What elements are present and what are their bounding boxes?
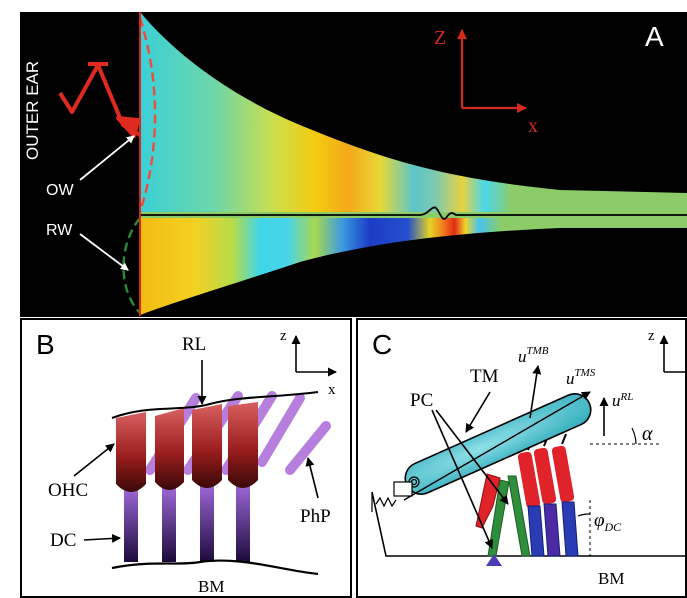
ow-arrow: [79, 135, 135, 181]
upper-chamber: [140, 12, 687, 212]
rw-arrow: [79, 233, 129, 271]
partition-boundary-line: [140, 206, 687, 220]
panel-c-letter: C: [372, 329, 392, 360]
panel-c-floor: [371, 491, 687, 557]
rw-label: RW: [46, 222, 73, 239]
panel-b-axis-x: x: [328, 382, 336, 398]
dc-label: DC: [50, 530, 76, 551]
panel-b-letter: B: [36, 329, 55, 360]
oval-window-dashed: [138, 17, 157, 213]
ohc-label: OHC: [48, 480, 88, 501]
pc-label: PC: [410, 390, 433, 411]
panel-c-hair-cells: [475, 445, 575, 529]
lower-chamber: [140, 218, 687, 315]
basilar-membrane-line: [111, 559, 319, 576]
round-window-dashed: [122, 217, 141, 314]
panel-b-axes: [291, 335, 337, 377]
u-rl-label: uRL: [612, 391, 633, 410]
u-tmb-label: uTMB: [518, 345, 549, 366]
deiters-cells: [124, 486, 250, 562]
panel-c-axis-z: z: [648, 328, 655, 344]
panel-a-letter: A: [645, 21, 664, 52]
phi-arc: [577, 513, 591, 517]
ohc-arrow: [73, 443, 115, 477]
php-label: PhP: [300, 506, 331, 527]
tmb-arrow: [529, 365, 542, 419]
pivot-icon: [486, 554, 502, 566]
outer-hair-cells: [116, 402, 258, 492]
panel-a-axes: [457, 29, 527, 113]
tm-label: TM: [470, 366, 499, 387]
phi-dc-label: φDC: [594, 510, 622, 534]
panel-b: B z x: [20, 318, 352, 598]
panel-b-axis-z: z: [280, 328, 287, 344]
php-arrow: [305, 457, 319, 499]
panel-b-bm-label: BM: [198, 577, 224, 596]
panel-c-deiters-cells: [527, 501, 579, 557]
dc-arrow: [83, 533, 121, 543]
panel-a: OUTER EAR OW RW Z x A: [20, 12, 687, 317]
tms-axis-line: [403, 391, 591, 501]
panel-c: C: [356, 318, 687, 598]
panel-a-axis-x: x: [528, 115, 538, 137]
pc-arrow-1: [431, 409, 493, 549]
reticular-lamina-line: [111, 391, 319, 419]
tm-arrow: [465, 391, 491, 433]
ow-label: OW: [46, 182, 74, 199]
alpha-label: α: [642, 423, 653, 445]
panel-a-axis-z: Z: [434, 27, 446, 49]
outer-ear-label: OUTER EAR: [23, 61, 42, 160]
u-tms-label: uTMS: [566, 367, 596, 388]
spring-damper-icon: [371, 476, 420, 512]
rl-label: RL: [182, 334, 206, 355]
alpha-arc: [631, 427, 637, 445]
pc-arrow-2: [435, 409, 509, 505]
ossicles-icon: [58, 62, 142, 138]
panel-c-bm-label: BM: [598, 569, 624, 588]
